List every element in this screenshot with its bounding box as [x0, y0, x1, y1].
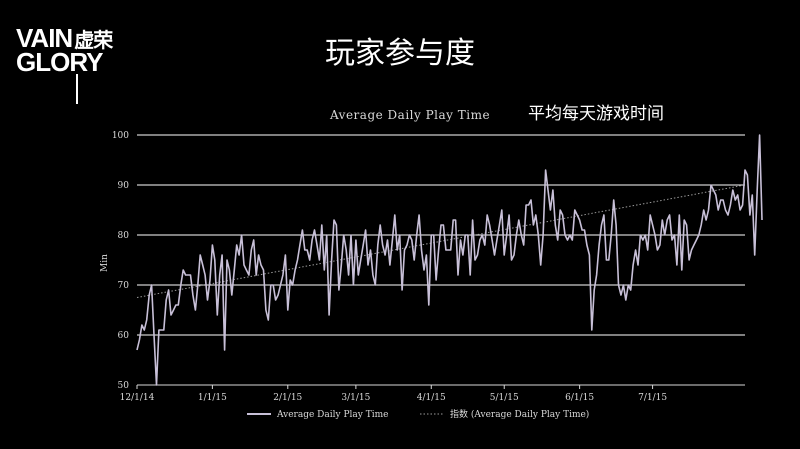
series-line-average-daily-play-time	[136, 134, 763, 386]
x-tick-label: 4/1/15	[417, 393, 446, 403]
logo-blade-icon	[76, 74, 78, 104]
chart-subtitle: 平均每天游戏时间	[528, 104, 664, 124]
logo-text-cn: 虚荣	[74, 30, 113, 52]
x-tick-label: 3/1/15	[341, 393, 370, 403]
legend-label-series: Average Daily Play Time	[276, 410, 388, 420]
y-tick-label: 60	[118, 331, 130, 341]
x-tick-label: 7/1/15	[638, 393, 667, 403]
y-axis-label: Min	[100, 254, 110, 272]
slide-title: 玩家参与度	[325, 36, 475, 71]
legend-label-trendline: 指数 (Average Daily Play Time)	[450, 408, 589, 420]
x-tick-label: 5/1/15	[490, 393, 519, 403]
x-tick-label: 1/1/15	[198, 393, 227, 403]
logo-wordmark-top: VAIN 虚荣	[16, 23, 113, 55]
y-tick-label: 100	[112, 131, 129, 141]
x-tick-label: 2/1/15	[273, 393, 302, 403]
y-tick-label: 80	[118, 231, 130, 241]
vainglory-logo: VAIN 虚荣 GLORY	[16, 24, 136, 104]
trendline	[136, 184, 746, 298]
y-tick-label: 50	[118, 381, 130, 391]
y-tick-label: 70	[118, 281, 130, 291]
logo-text-vain: VAIN	[16, 23, 73, 53]
y-tick-label: 90	[118, 181, 130, 191]
logo-text-glory: GLORY	[16, 47, 103, 77]
chart-title: Average Daily Play Time	[329, 108, 490, 122]
x-tick-label: 6/1/15	[565, 393, 594, 403]
x-tick-label: 12/1/14	[120, 393, 155, 403]
